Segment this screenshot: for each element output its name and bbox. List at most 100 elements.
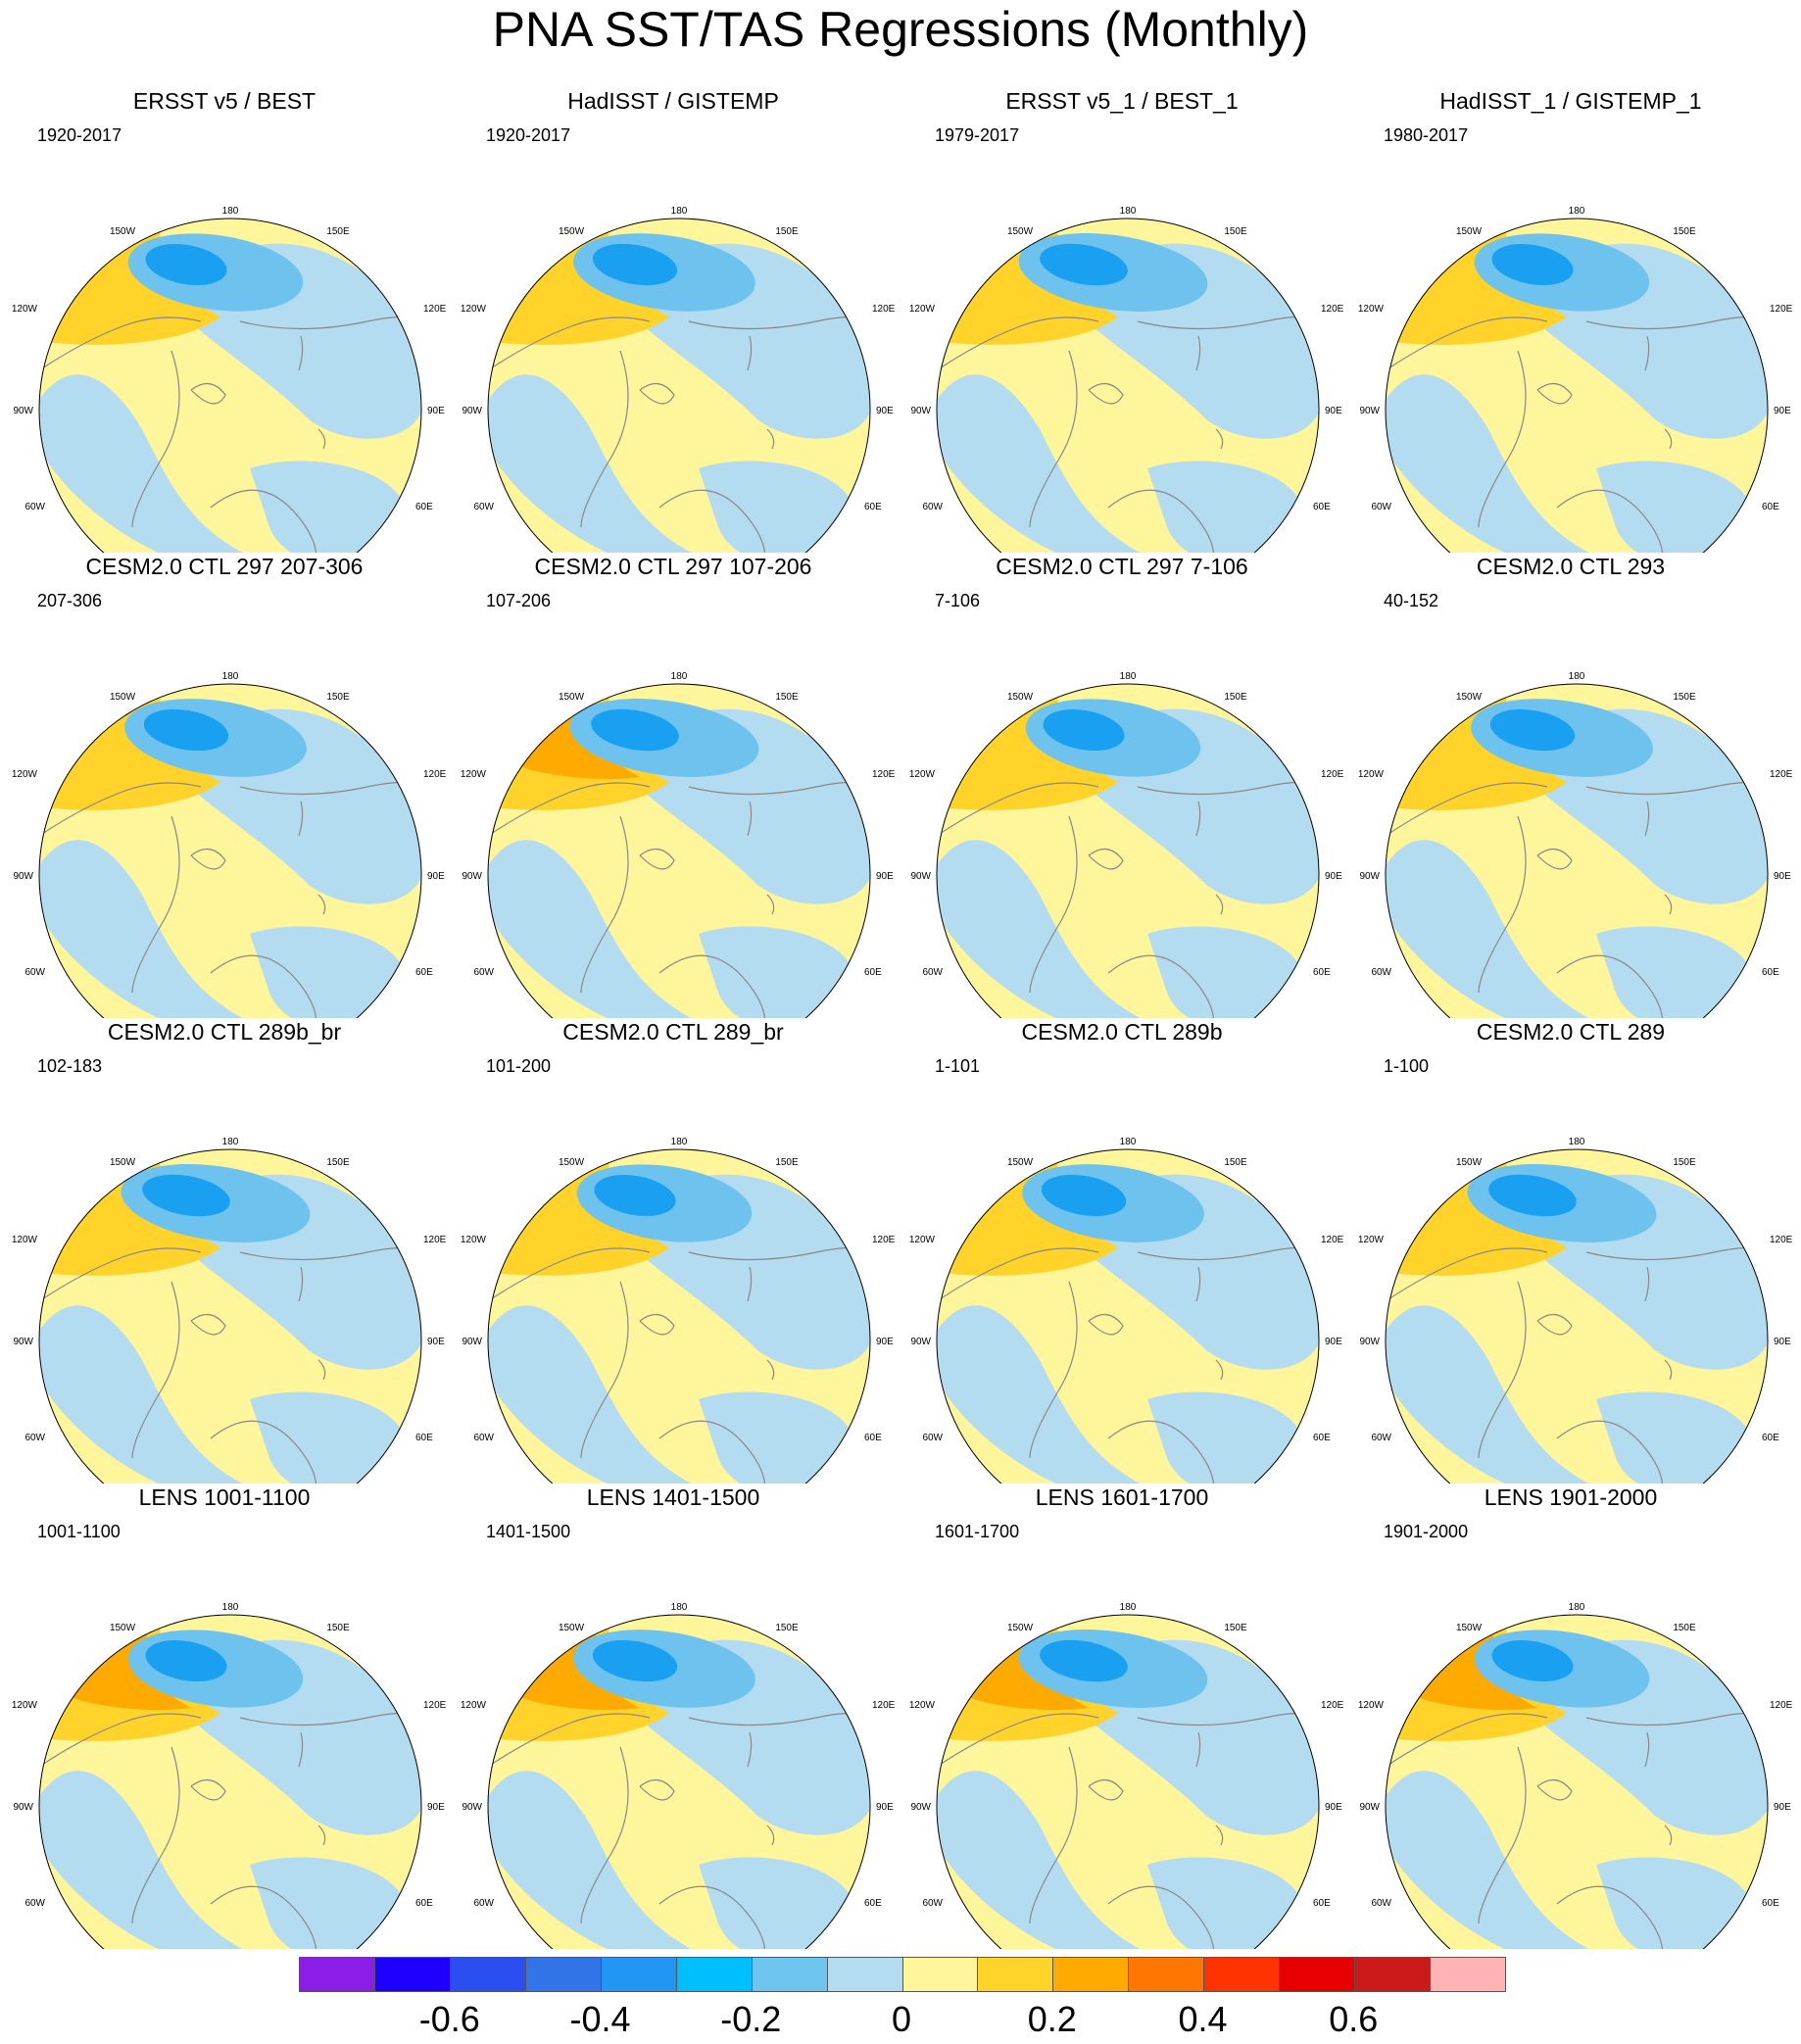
coastline: [1386, 316, 1548, 371]
longitude-label: 120W: [909, 769, 936, 780]
strong-negative-anomaly-region: [1040, 1639, 1128, 1682]
longitude-label: 120E: [423, 304, 447, 315]
coastline: [1215, 1825, 1224, 1846]
longitude-label: 150E: [1224, 1157, 1247, 1168]
longitude-label: 120W: [12, 1700, 38, 1711]
panel-period: 1-100: [1384, 1056, 1430, 1076]
coastline: [1029, 815, 1078, 994]
negative-anomaly-region: [39, 840, 250, 1018]
coastline: [131, 1281, 180, 1459]
map-panel: HadISST_1 / GISTEMP_1180090W90E150W120W1…: [1346, 88, 1795, 553]
coastline: [1215, 428, 1224, 450]
negative-anomaly-region: [1147, 1857, 1305, 1949]
coastline: [1556, 1420, 1664, 1484]
coastline: [1029, 350, 1078, 528]
coastline: [1088, 1779, 1124, 1801]
longitude-label: 120E: [423, 1700, 447, 1711]
coastline: [1088, 849, 1124, 870]
coastline: [747, 1266, 753, 1302]
strong-negative-anomaly-region: [591, 708, 679, 752]
longitude-label: 120W: [909, 1700, 936, 1711]
longitude-label: 180: [1120, 1137, 1137, 1147]
coastline: [1195, 1731, 1201, 1768]
longitude-label: 120E: [1770, 304, 1793, 315]
strong-negative-anomaly-region: [143, 708, 229, 752]
coastline: [210, 1420, 317, 1484]
longitude-label: 90W: [462, 1802, 482, 1813]
panel-title: ERSST v5 / BEST: [132, 88, 316, 114]
longitude-label: 60W: [473, 502, 494, 512]
longitude-label: 60E: [1762, 1898, 1779, 1909]
coastline: [190, 1779, 226, 1801]
coastline: [1195, 335, 1201, 371]
panel-period: 1001-1100: [37, 1522, 121, 1541]
longitude-label: 60W: [1371, 1433, 1391, 1443]
map-panel: CESM2.0 CTL 293180090W90E150W120W150E120…: [1346, 554, 1795, 1018]
coastline: [937, 782, 1099, 837]
longitude-label: 120W: [1358, 769, 1385, 780]
longitude-label: 120W: [461, 769, 487, 780]
coastline: [1215, 894, 1224, 915]
longitude-label: 180: [671, 206, 688, 217]
panel-title: CESM2.0 CTL 297 107-206: [534, 554, 812, 579]
negative-anomaly-region: [699, 1857, 856, 1949]
map-border: [1385, 1614, 1769, 1949]
map-border: [936, 1614, 1320, 1949]
longitude-label: 180: [222, 1137, 239, 1147]
coastline: [1556, 954, 1664, 1018]
longitude-label: 90W: [13, 871, 33, 882]
longitude-label: 90E: [1774, 1802, 1791, 1813]
map-panel: CESM2.0 CTL 297 207-306180090W90E150W120…: [0, 554, 449, 1018]
coastline: [298, 801, 304, 837]
longitude-label: 120E: [1770, 1235, 1793, 1245]
colorbar-label: -0.2: [720, 1999, 782, 2039]
panel-period: 1-101: [935, 1056, 981, 1076]
colorbar-label: 0.6: [1329, 1999, 1379, 2039]
longitude-label: 120E: [872, 304, 896, 315]
longitude-label: 120W: [12, 304, 38, 315]
longitude-label: 60W: [922, 1433, 943, 1443]
colorbar-swatch: [1129, 1958, 1205, 1991]
coastline: [1478, 815, 1527, 994]
longitude-label: 120E: [423, 769, 447, 780]
negative-anomaly-region: [937, 1305, 1147, 1484]
longitude-label: 180: [1569, 1602, 1585, 1613]
coastline: [580, 350, 629, 528]
longitude-label: 180: [671, 1137, 688, 1147]
longitude-label: 90E: [1774, 406, 1791, 416]
map-border: [487, 218, 871, 553]
negative-anomaly-region: [488, 840, 699, 1018]
coastline: [1107, 1420, 1215, 1484]
polar-map: 180090W90E150W120W150E120E60W30W60E30E: [12, 1137, 447, 1484]
map-panel: CESM2.0 CTL 297 107-206180090W90E150W120…: [449, 554, 898, 1018]
coastline: [1386, 1247, 1548, 1302]
coastline: [131, 1746, 180, 1924]
longitude-label: 120E: [1321, 769, 1344, 780]
polar-map: 180090W90E150W120W150E120E60W30W60E30E: [1358, 1602, 1793, 1949]
longitude-label: 180: [1569, 1137, 1585, 1147]
longitude-label: 120E: [872, 1700, 896, 1711]
coastline: [658, 489, 766, 553]
map-panel: HadISST / GISTEMP180090W90E150W120W150E1…: [449, 88, 898, 553]
panel-period: 1401-1500: [486, 1522, 571, 1541]
coastline: [580, 1746, 629, 1924]
map-border: [487, 683, 871, 1018]
negative-anomaly-region: [699, 461, 856, 553]
map-border: [1385, 683, 1769, 1018]
longitude-label: 90E: [427, 1802, 445, 1813]
coastline: [131, 350, 180, 528]
map-border: [487, 1148, 871, 1484]
coastline: [937, 1713, 1099, 1768]
map-panel: LENS 1001-1100180090W90E150W120W150E120E…: [0, 1484, 449, 1949]
coastline: [766, 428, 775, 450]
longitude-label: 150W: [1007, 1623, 1034, 1633]
longitude-label: 60W: [473, 967, 494, 978]
negative-anomaly-region: [1147, 461, 1305, 553]
strong-negative-anomaly-region: [1491, 1639, 1574, 1682]
panel-period: 1979-2017: [935, 125, 1020, 145]
longitude-label: 120W: [1358, 1235, 1385, 1245]
longitude-label: 120W: [461, 304, 487, 315]
polar-map: 180090W90E150W120W150E120E60W30W60E30E: [909, 206, 1344, 553]
longitude-label: 150W: [1456, 1157, 1483, 1168]
negative-anomaly-region: [39, 1771, 250, 1949]
